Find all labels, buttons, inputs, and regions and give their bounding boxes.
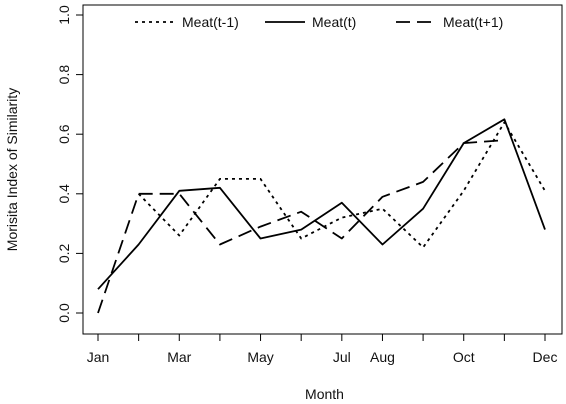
x-tick-label: Oct <box>453 349 475 365</box>
x-axis: Jan Mar May Jul Aug Oct Dec <box>87 334 558 365</box>
y-tick-label: 0.6 <box>56 124 72 144</box>
y-tick-label: 0.8 <box>56 65 72 85</box>
legend: Meat(t-1) Meat(t) Meat(t+1) <box>135 14 503 30</box>
y-tick-label: 1.0 <box>56 5 72 25</box>
series-line-solid <box>97 118 546 290</box>
legend-label: Meat(t-1) <box>182 14 239 30</box>
series-line-dashed <box>97 139 505 314</box>
y-tick-label: 0.0 <box>56 303 72 323</box>
y-tick-label: 0.4 <box>56 184 72 204</box>
y-tick-label: 0.2 <box>56 243 72 263</box>
legend-label: Meat(t+1) <box>443 14 503 30</box>
y-axis-title: Morisita Index of Similarity <box>4 88 20 251</box>
plot-frame <box>82 4 563 335</box>
x-axis-title: Month <box>305 386 344 402</box>
legend-label: Meat(t) <box>312 14 356 30</box>
x-tick-label: Jan <box>87 349 110 365</box>
plot-border <box>82 4 563 335</box>
series-layer <box>97 118 546 314</box>
x-tick-label: May <box>247 349 273 365</box>
x-tick-label: Jul <box>333 349 351 365</box>
x-tick-label: Dec <box>533 349 558 365</box>
x-tick-label: Aug <box>370 349 395 365</box>
y-axis: 0.0 0.2 0.4 0.6 0.8 1.0 <box>56 5 83 323</box>
x-tick-label: Mar <box>167 349 191 365</box>
